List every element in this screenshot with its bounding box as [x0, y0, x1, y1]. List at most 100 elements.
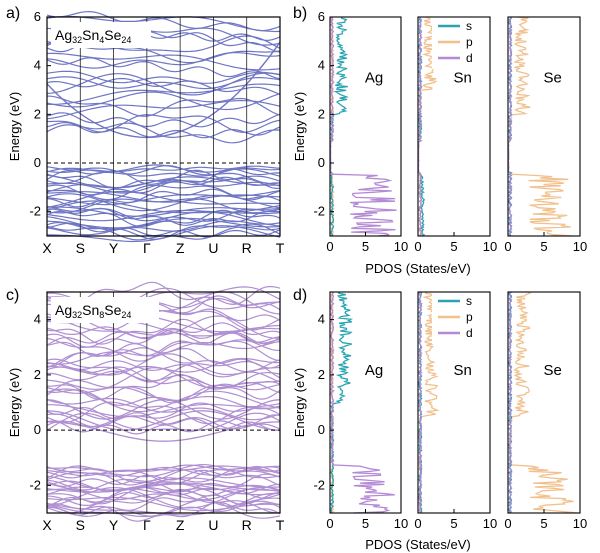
- band-line: [46, 52, 281, 71]
- kpoint-label-S: S: [76, 517, 85, 533]
- kpoint-label-Y: Y: [109, 240, 119, 256]
- low-conduction-band: [46, 410, 281, 431]
- band-line: [46, 211, 281, 229]
- band-line: [46, 494, 281, 516]
- ytick-label: 4: [318, 312, 325, 327]
- kpoint-label-X: X: [42, 240, 52, 256]
- band-line: [46, 175, 281, 194]
- band-line: [46, 206, 281, 217]
- band-line: [46, 340, 281, 365]
- band-line: [46, 497, 281, 516]
- legend-label-p: p: [466, 310, 473, 324]
- band-line: [46, 397, 281, 421]
- ytick-label: 0: [34, 422, 41, 437]
- xtick-label: 0: [326, 516, 333, 531]
- xtick-label: 10: [483, 239, 497, 254]
- pdos-curve-se-d: [508, 291, 513, 514]
- band-line: [46, 315, 281, 339]
- band-line: [46, 72, 281, 96]
- band-line: [46, 83, 281, 106]
- band-line: [46, 52, 281, 69]
- kpoint-label-R: R: [242, 240, 252, 256]
- pdos-curve-se-p: [507, 16, 574, 237]
- element-label-se: Se: [543, 362, 561, 379]
- pdos-xlabel-bottom: PDOS (States/eV): [365, 537, 470, 552]
- band-line: [46, 209, 281, 228]
- kpoint-label-Γ: Γ: [143, 240, 151, 256]
- band-line: [46, 190, 281, 208]
- band-line: [46, 191, 281, 203]
- pdos-curve-se-d: [507, 16, 513, 237]
- element-label-se: Se: [543, 70, 561, 87]
- ytick-label: 6: [34, 9, 41, 24]
- panel-letter-a: a): [6, 5, 20, 22]
- band-line: [46, 176, 281, 196]
- legend-bg: [432, 19, 488, 69]
- xtick-label: 10: [573, 516, 587, 531]
- band-line: [46, 168, 281, 185]
- kpoint-label-Y: Y: [109, 517, 119, 533]
- y-axis-label: Energy (eV): [292, 368, 307, 437]
- legend-label-s: s: [466, 19, 472, 33]
- band-line: [47, 114, 281, 133]
- ytick-label: -2: [313, 477, 325, 492]
- band-line: [46, 205, 281, 222]
- ytick-label: 2: [34, 367, 41, 382]
- band-line: [46, 70, 281, 84]
- kpoint-label-U: U: [208, 240, 218, 256]
- ytick-label: 2: [318, 367, 325, 382]
- ytick-label: 0: [318, 422, 325, 437]
- xtick-label: 0: [504, 516, 511, 531]
- pdos-frame-se: [507, 291, 581, 514]
- band-line: [46, 166, 281, 177]
- ytick-label: 2: [34, 106, 41, 121]
- y-axis-label: Energy (eV): [292, 92, 307, 161]
- ytick-label: 4: [34, 58, 41, 73]
- ytick-label: 6: [318, 9, 325, 24]
- band-line: [46, 415, 281, 430]
- cbm-band: [46, 41, 281, 139]
- ytick-label: -2: [29, 204, 41, 219]
- band-line: [46, 76, 281, 90]
- ytick-label: -2: [29, 477, 41, 492]
- band-line: [46, 465, 281, 485]
- band-line: [46, 482, 281, 493]
- xtick-label: 5: [362, 516, 369, 531]
- band-line: [47, 402, 281, 418]
- kpoint-label-Γ: Γ: [143, 517, 151, 533]
- band-lines-a: [46, 10, 281, 243]
- band-line: [46, 465, 280, 473]
- element-label-ag: Ag: [365, 362, 383, 379]
- xtick-label: 10: [394, 516, 408, 531]
- kpoint-label-R: R: [242, 517, 252, 533]
- panel-letter-d: d): [293, 287, 307, 304]
- band-line: [46, 402, 281, 428]
- panel-letter-b: b): [293, 5, 307, 22]
- ytick-label: 4: [34, 312, 41, 327]
- band-line: [46, 379, 281, 404]
- band-line: [46, 57, 281, 80]
- material-label: Ag32Sn8Se24: [55, 302, 131, 320]
- legend-label-d: d: [466, 326, 473, 340]
- band-line: [46, 200, 281, 215]
- ytick-label: 0: [34, 155, 41, 170]
- xtick-label: 0: [326, 239, 333, 254]
- kpoint-label-Z: Z: [176, 517, 185, 533]
- xtick-label: 10: [573, 239, 587, 254]
- legend-label-d: d: [466, 51, 473, 65]
- ytick-label: 0: [318, 155, 325, 170]
- xtick-label: 5: [540, 239, 547, 254]
- band-line: [46, 471, 281, 493]
- pdos-curve-ag-d: [329, 16, 397, 237]
- pdos-curve-sn-d: [417, 16, 423, 237]
- band-line: [46, 383, 281, 406]
- band-line: [46, 486, 281, 505]
- material-label-bg: [51, 22, 151, 48]
- kpoint-label-S: S: [76, 240, 85, 256]
- pdos-xlabel-top: PDOS (States/eV): [365, 261, 470, 276]
- kpoint-label-T: T: [276, 240, 285, 256]
- band-line: [46, 318, 281, 345]
- pdos-curve-ag-d: [330, 291, 395, 514]
- pdos-curve-sn-d: [417, 291, 423, 514]
